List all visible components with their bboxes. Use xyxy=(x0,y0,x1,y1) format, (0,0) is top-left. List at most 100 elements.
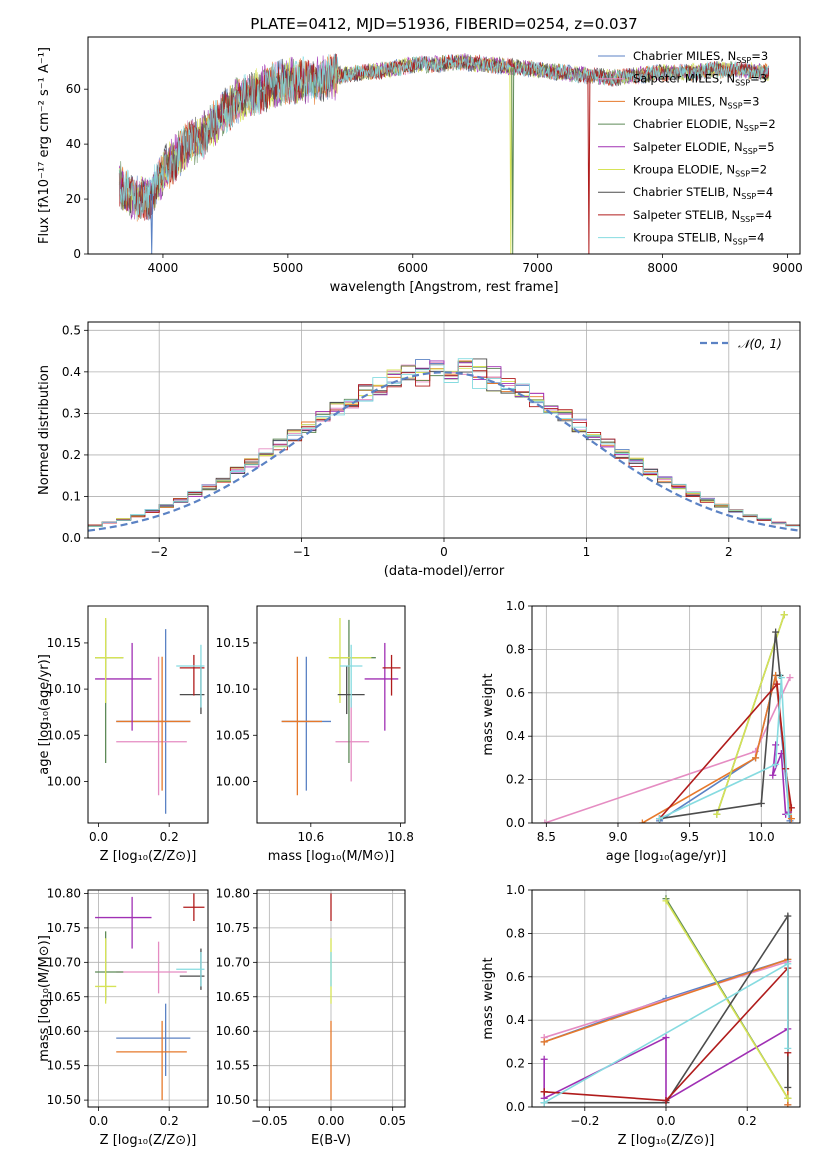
spectrum-legend: Chabrier MILES, NSSP=3 Salpeter MILES, NS… xyxy=(598,49,776,247)
y-tick-label: 10.80 xyxy=(216,886,250,900)
x-tick-label: 0.05 xyxy=(379,1114,406,1128)
series-line-kroupa-stelib xyxy=(659,677,790,820)
y-tick-label: 0.4 xyxy=(506,1013,525,1027)
series-line-kroupa-elodie xyxy=(665,900,789,1099)
axes-frame xyxy=(87,889,209,1108)
point-kroupa-elodie xyxy=(95,938,117,1004)
panel-mass_vs_Z: 0.0 0.2 10.50 10.55 10.60 10.65 10.70 10.75 10.8… xyxy=(37,886,209,1148)
x-axis-label: Z [log₁₀(Z/Z⊙)] xyxy=(100,849,197,864)
panel-weight_vs_age: 8.5 9.0 9.5 10.0 0.0 0.2 0.4 0.6 0.8 1.0 age [log₁… xyxy=(481,599,801,864)
y-tick-label: 20 xyxy=(66,192,81,206)
point-chabrier-miles xyxy=(116,1003,191,1076)
plot-area xyxy=(540,895,792,1107)
gaussian-curve xyxy=(88,371,800,532)
y-tick-label: 0 xyxy=(73,247,81,261)
x-tick-label: 10.6 xyxy=(297,830,324,844)
spectrum-dip-salpeter-stelib xyxy=(587,75,591,254)
x-tick-label: 0.2 xyxy=(160,830,179,844)
y-tick-label: 0.8 xyxy=(506,926,525,940)
plot-area xyxy=(95,893,205,1101)
legend-entry-chabrier-miles-n: Chabrier MILES, NSSP=3 xyxy=(633,49,768,65)
marker-chabrier-stelib xyxy=(784,1083,792,1091)
point-salpeter-elodie xyxy=(95,896,152,949)
y-axis-label: Normed distribution xyxy=(37,365,52,495)
y-tick-label: 0.2 xyxy=(506,773,525,787)
histogram-kroupa-stelib-n xyxy=(88,358,800,527)
y-tick-label: 0.6 xyxy=(506,970,525,984)
legend-entry-salpeter-stelib-n: Salpeter STELIB, NSSP=4 xyxy=(633,208,772,224)
marker-kroupa-stelib xyxy=(784,960,792,968)
marker-salpeter-elodie xyxy=(662,1034,670,1042)
legend-entry-salpeter-miles-n: Salpeter MILES, NSSP=3 xyxy=(633,72,767,88)
point-kroupa-miles xyxy=(116,1020,187,1101)
x-tick-label: 0 xyxy=(440,545,448,559)
marker-kroupa-elodie xyxy=(784,1094,792,1102)
x-tick-label: 10.0 xyxy=(748,830,775,844)
x-tick-label: −0.2 xyxy=(570,1114,599,1128)
series-kroupa-stelib xyxy=(540,960,792,1107)
series-kroupa-elodie xyxy=(662,897,792,1102)
point-kroupa-stelib xyxy=(176,952,205,987)
y-tick-label: 0.4 xyxy=(62,365,81,379)
point-kroupa-stelib xyxy=(339,644,363,708)
marker-chabrier-stelib xyxy=(784,912,792,920)
point-kroupa-miles xyxy=(281,656,323,796)
y-tick-label: 10.80 xyxy=(47,886,81,900)
series-line-salpeter-miles xyxy=(543,960,789,1039)
marker-salpeter-stelib xyxy=(540,1088,548,1096)
point-salpeter-miles xyxy=(116,656,187,796)
y-tick-label: 10.05 xyxy=(47,728,81,742)
legend-entry-kroupa-stelib-n: Kroupa STELIB, NSSP=4 xyxy=(633,231,764,247)
axes-frame xyxy=(531,889,801,1108)
y-tick-label: 10.65 xyxy=(216,990,250,1004)
point-salpeter-elodie xyxy=(95,642,152,731)
marker-salpeter-elodie xyxy=(540,1055,548,1063)
axes-frame xyxy=(256,605,406,824)
x-axis-label: Z [log₁₀(Z/Z⊙)] xyxy=(618,1133,715,1148)
y-tick-label: 10.00 xyxy=(47,774,81,788)
marker-kroupa-stelib xyxy=(777,674,785,682)
panel-spectrum: 4000 5000 6000 7000 8000 9000 0 20 40 60 wavelengt… xyxy=(37,36,803,295)
marker-chabrier-stelib xyxy=(772,628,780,636)
y-axis-label: mass [log₁₀(M/M⊙)] xyxy=(37,935,52,1062)
y-tick-label: 0.0 xyxy=(506,1100,525,1114)
y-tick-label: 10.70 xyxy=(47,955,81,969)
spectrum-dip-chabrier-elodie xyxy=(511,67,515,254)
x-tick-label: 9.5 xyxy=(680,830,699,844)
plot-area xyxy=(541,611,795,823)
panel-residuals: −2 −1 0 1 2 0.0 0.1 0.2 0.3 0.4 0.5 (data-model)/er… xyxy=(37,321,801,579)
y-tick-label: 60 xyxy=(66,82,81,96)
y-tick-label: 0.3 xyxy=(62,406,81,420)
spectrum-line-chabrier-stelib-n xyxy=(118,52,770,220)
y-tick-label: 1.0 xyxy=(506,599,525,613)
marker-kroupa-stelib xyxy=(784,1044,792,1052)
y-tick-label: 10.75 xyxy=(47,921,81,935)
marker-salpeter-stelib xyxy=(787,804,795,812)
x-tick-label: 2 xyxy=(725,545,733,559)
y-tick-label: 10.55 xyxy=(47,1059,81,1073)
axes-frame xyxy=(531,605,801,824)
marker-salpeter-miles xyxy=(786,674,794,682)
series-kroupa-stelib xyxy=(656,674,793,823)
plot-area xyxy=(88,358,800,532)
point-kroupa-stelib xyxy=(176,644,205,708)
point-salpeter-miles xyxy=(335,698,370,782)
marker-kroupa-stelib xyxy=(656,815,664,823)
x-tick-label: 0.2 xyxy=(738,1114,757,1128)
x-axis-label: Z [log₁₀(Z/Z⊙)] xyxy=(100,1133,197,1148)
x-axis-label: age [log₁₀(age/yr)] xyxy=(606,849,727,864)
marker-kroupa-elodie xyxy=(713,810,721,818)
x-tick-label: 0.0 xyxy=(89,1114,108,1128)
y-tick-label: 0.2 xyxy=(62,448,81,462)
x-tick-label: 8.5 xyxy=(537,830,556,844)
y-axis-label: Flux [fλ10⁻¹⁷ erg cm⁻² s⁻¹ A⁻¹] xyxy=(37,47,52,244)
legend-entry-salpeter-elodie-n: Salpeter ELODIE, NSSP=5 xyxy=(633,140,775,156)
x-axis-label: (data-model)/error xyxy=(384,564,505,579)
y-axis-label: mass weight xyxy=(481,957,496,1039)
marker-kroupa-miles xyxy=(784,1101,792,1107)
y-tick-label: 10.10 xyxy=(47,682,81,696)
panel-weight_vs_Z: −0.2 0.0 0.2 0.0 0.2 0.4 0.6 0.8 1.0 Z [log₁₀(Z/Z… xyxy=(481,883,801,1148)
y-tick-label: 0.0 xyxy=(506,816,525,830)
x-tick-label: −2 xyxy=(150,545,168,559)
x-tick-label: 9000 xyxy=(772,261,803,275)
